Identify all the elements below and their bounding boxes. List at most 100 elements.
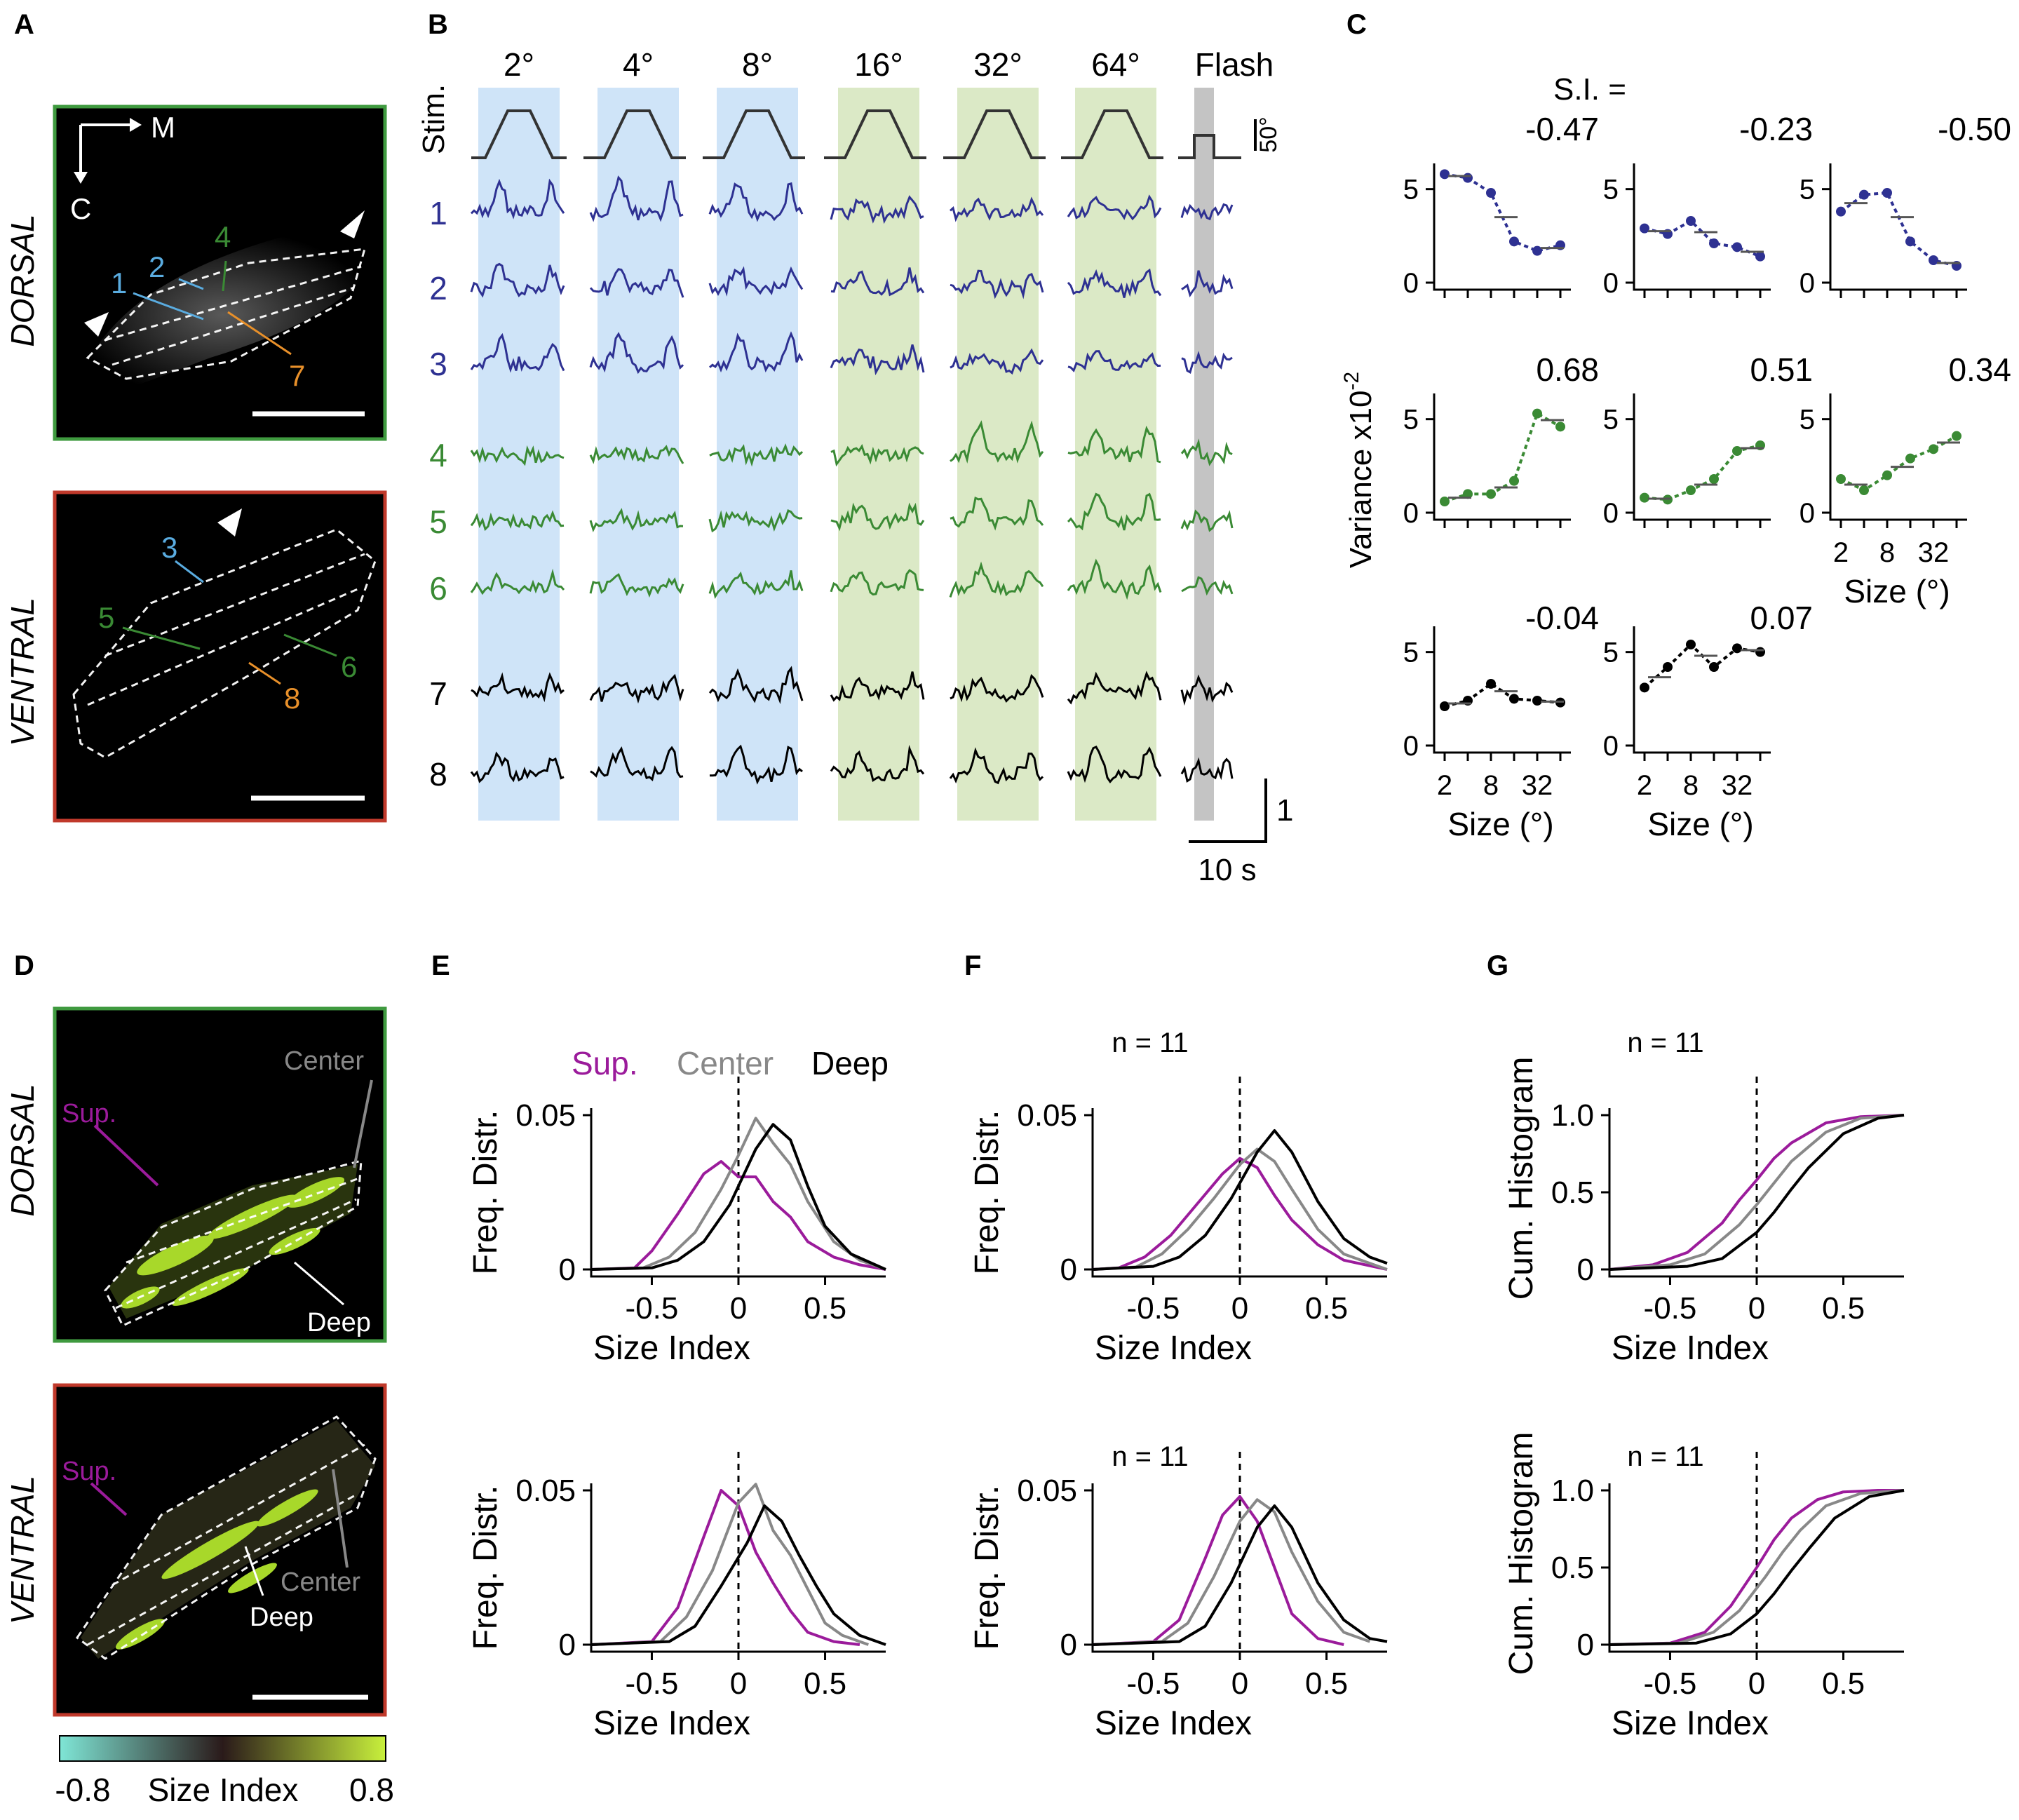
size-index-value: -0.04 (1525, 600, 1599, 636)
roi-leader-2 (178, 278, 204, 290)
x-tick-label: 8 (1483, 770, 1499, 801)
variance-point (1440, 701, 1450, 711)
dorsal-label-d: DORSAL (4, 1084, 41, 1216)
variance-point (1686, 485, 1696, 495)
panel-label-g: G (1487, 950, 1508, 981)
stim-window-shade (957, 88, 1039, 821)
variance-point (1509, 694, 1519, 704)
calcium-trace (950, 348, 1044, 375)
calcium-trace (830, 745, 925, 782)
x-axis-label: Size (°) (1647, 806, 1753, 842)
calcium-trace (1181, 351, 1233, 375)
calcium-trace (589, 573, 684, 598)
x-tick-label: 2 (1637, 770, 1652, 801)
axis-m-label: M (151, 111, 175, 144)
calcium-trace (1180, 203, 1234, 221)
calcium-trace (709, 744, 803, 785)
variance-point (1663, 662, 1673, 672)
calcium-trace (830, 443, 924, 467)
panel-label-e: E (431, 950, 450, 981)
size-index-value: 0.51 (1750, 351, 1813, 388)
distribution-axes (590, 1483, 886, 1653)
y-tick-label: 5 (1799, 405, 1815, 436)
panel-label-c: C (1346, 9, 1367, 40)
panel-label-a: A (14, 9, 34, 40)
calcium-trace (471, 672, 565, 703)
y-tick-label: 0.05 (1017, 1474, 1077, 1508)
ventral-label-d: VENTRAL (4, 1476, 41, 1624)
distribution-line (1609, 1114, 1905, 1271)
calcium-trace (708, 570, 804, 600)
calcium-trace (949, 747, 1044, 785)
calcium-trace (708, 266, 804, 297)
variance-point (1440, 169, 1450, 180)
y-tick-label: 0 (559, 1253, 576, 1287)
y-tick-label: 0 (1799, 268, 1815, 299)
calcium-trace (830, 195, 924, 224)
arrowheads (74, 118, 142, 184)
y-tick-label: 0 (1799, 498, 1815, 529)
variance-point (1732, 446, 1742, 456)
n-label: n = 11 (1112, 1027, 1188, 1058)
calcium-trace (1180, 509, 1234, 532)
calcium-trace (590, 746, 684, 782)
y-tick-label: 5 (1603, 638, 1619, 668)
y-tick-label: 0 (1577, 1253, 1594, 1287)
dorsal-roi-outline-d (104, 1159, 363, 1327)
x-tick-label: 0.5 (804, 1291, 846, 1326)
y-axis-label: Freq. Distr. (467, 1110, 504, 1275)
calcium-trace (589, 508, 684, 533)
axis-c-label: C (70, 192, 91, 225)
calcium-trace (950, 673, 1044, 703)
x-axis-label: Size Index (1095, 1330, 1252, 1367)
variance-point (1686, 216, 1696, 226)
calcium-trace (830, 344, 925, 376)
calcium-trace (950, 269, 1044, 299)
distribution-line (1092, 1498, 1370, 1646)
distribution-line (590, 1489, 860, 1646)
roi-label-1: 1 (111, 267, 127, 299)
calcium-trace (1180, 757, 1234, 783)
sup-leader-ventral (90, 1482, 128, 1516)
calcium-trace (1067, 425, 1161, 464)
deep-label-dorsal: Deep (307, 1308, 371, 1337)
x-tick-label: 8 (1683, 770, 1699, 801)
distribution-line (590, 1123, 886, 1271)
y-tick-label: 0 (559, 1628, 576, 1662)
variance-point (1640, 223, 1649, 234)
calcium-trace (470, 510, 565, 532)
ventral-roi-divider-d1 (112, 1443, 365, 1586)
panel-label-d: D (14, 950, 34, 981)
variance-point (1486, 489, 1496, 499)
distribution-line (1092, 1157, 1388, 1271)
variance-point (1836, 474, 1846, 484)
variance-point (1440, 497, 1450, 506)
x-axis-label: Size Index (1612, 1330, 1769, 1367)
cell-label: 3 (429, 346, 447, 382)
ventral-roi-outline (72, 528, 377, 759)
dorsal-roi-divider-d1 (126, 1177, 360, 1264)
distribution-line (1609, 1489, 1905, 1646)
calcium-trace (709, 331, 804, 373)
x-tick-label: 0 (1231, 1291, 1248, 1326)
y-tick-label: 0 (1403, 731, 1419, 762)
distribution-axes (1091, 1108, 1387, 1278)
calcium-trace (950, 420, 1044, 464)
x-tick-label: 2 (1833, 537, 1849, 568)
calcium-trace (708, 666, 804, 705)
calcium-trace (949, 561, 1044, 598)
subplot-axes (1433, 393, 1571, 521)
size-header: 8° (742, 46, 773, 83)
size-header: 4° (623, 46, 654, 83)
colorbar-label: Size Index (148, 1772, 299, 1808)
flash-window-shade (1194, 88, 1214, 821)
time-scale-bar (1189, 778, 1267, 843)
y-tick-label: 0 (1060, 1253, 1077, 1287)
panel-e-legend: Sup. Center Deep (572, 1045, 889, 1081)
variance-point (1929, 255, 1938, 265)
calcium-trace (1180, 438, 1233, 466)
calcium-trace (589, 673, 684, 704)
y-axis-label: Freq. Distr. (467, 1485, 504, 1650)
roi-leader-6 (283, 633, 337, 657)
x-tick-label: 0.5 (804, 1666, 846, 1701)
